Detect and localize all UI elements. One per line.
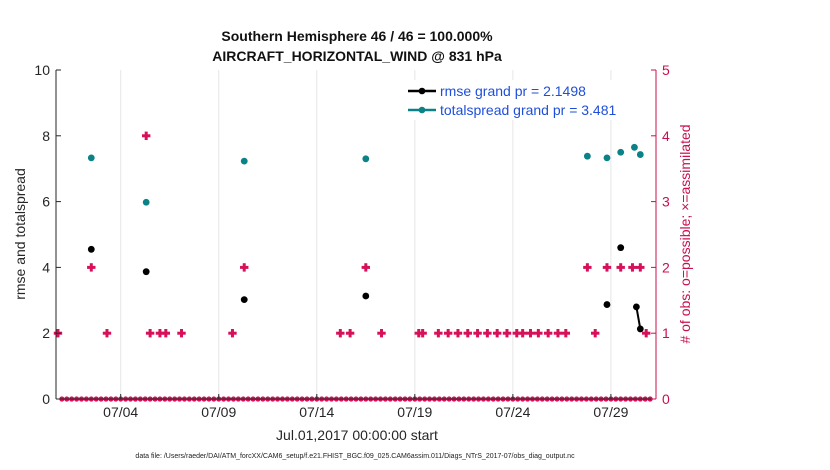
y-tick-label-left: 6 (42, 194, 50, 210)
y-axis-label-right: # of obs: o=possible; ×=assimilated (677, 124, 693, 343)
obs-possible-point (602, 263, 612, 272)
y-tick-label-right: 5 (662, 62, 670, 78)
obs-possible-point (583, 263, 592, 272)
obs-possible-point (492, 329, 502, 338)
obs-possible-point (526, 329, 535, 338)
totalspread-point (617, 148, 625, 156)
legend: rmse grand pr = 2.1498 totalspread grand… (402, 80, 650, 120)
rmse-line (635, 306, 642, 330)
obs-possible-point (434, 329, 443, 338)
rmse-point (142, 268, 150, 276)
rmse-point (87, 245, 95, 253)
obs-possible-point (443, 329, 453, 338)
obs-possible-point (561, 329, 571, 338)
legend-marker-spread (418, 106, 426, 114)
x-tick-label: 07/09 (201, 404, 236, 420)
data-file-footer: data file: /Users/raeder/DAI/ATM_forcXX/… (135, 453, 575, 460)
obs-possible-point (361, 263, 371, 272)
rmse-point (362, 292, 370, 300)
gridlines (120, 70, 612, 399)
obs-possible-point (453, 329, 463, 338)
x-tick-label: 07/04 (103, 404, 138, 420)
obs-possible-point (473, 329, 482, 338)
plot-area (56, 70, 656, 399)
totalspread-point (636, 151, 644, 158)
obs-possible-point (145, 329, 155, 338)
obs-possible-point (591, 329, 600, 338)
y-tick-label-left: 4 (42, 259, 50, 275)
obs-possible-point (543, 329, 553, 338)
totalspread-point (603, 154, 611, 162)
totalspread-point (240, 157, 248, 165)
legend-box (402, 80, 650, 120)
obs-possible-point (177, 329, 186, 338)
rmse-point (636, 325, 644, 333)
x-tick-label: 07/29 (593, 404, 628, 420)
y-tick-label-left: 2 (42, 325, 50, 341)
legend-label-spread: totalspread grand pr = 3.481 (440, 102, 617, 118)
totalspread-point (583, 152, 591, 160)
totalspread-point (87, 154, 95, 162)
y-tick-label-right: 1 (662, 325, 670, 341)
y-tick-label-right: 4 (662, 128, 670, 144)
totalspread-point (631, 143, 638, 151)
x-tick-label: 07/19 (397, 404, 432, 420)
y-tick-label-left: 0 (42, 391, 50, 407)
y-tick-label-left: 10 (34, 62, 50, 78)
chart-title-line2: AIRCRAFT_HORIZONTAL_WIND @ 831 hPa (212, 48, 502, 64)
y-tick-label-right: 3 (662, 194, 670, 210)
x-axis-label: Jul.01,2017 00:00:00 start (276, 427, 438, 443)
rmse-point (603, 301, 611, 308)
obs-possible-point (534, 329, 543, 338)
obs-possible-point (636, 263, 645, 272)
obs-possible-point (336, 329, 345, 338)
obs-possible-point (345, 329, 355, 338)
y-tick-label-left: 8 (42, 128, 50, 144)
obs-possible-point (502, 329, 512, 338)
obs-possible-point (377, 329, 386, 338)
obs-possible-point (553, 329, 563, 338)
obs-possible-point (87, 263, 96, 272)
obs-possible-point (641, 329, 651, 338)
y-axis-label-left: rmse and totalspread (12, 168, 28, 300)
totalspread-point (142, 198, 150, 206)
obs-possible-point (483, 329, 492, 338)
rmse-point (617, 244, 625, 252)
axis-ticks: 07/04 07/09 07/14 07/19 07/24 07/29 0 2 4 6 8 10 0 1 2… (34, 62, 670, 420)
totalspread-point (362, 155, 370, 163)
obs-possible-point (240, 263, 249, 272)
x-tick-label: 07/14 (299, 404, 334, 420)
y-tick-label-right: 2 (662, 259, 670, 275)
legend-label-rmse: rmse grand pr = 2.1498 (440, 83, 586, 99)
y-tick-label-right: 0 (662, 391, 670, 407)
obs-possible-point (628, 263, 637, 272)
obs-possible-point (102, 329, 112, 338)
rmse-point (632, 303, 640, 311)
rmse-point (240, 296, 248, 304)
obs-possible-point (418, 329, 427, 338)
obs-possible-point (463, 329, 472, 338)
x-tick-label: 07/24 (495, 404, 530, 420)
obs-possible-point (228, 329, 237, 338)
obs-possible-point (141, 131, 151, 140)
obs-possible-point (616, 263, 625, 272)
obs-possible-point (518, 329, 527, 338)
chart-title-line1: Southern Hemisphere 46 / 46 = 100.000% (221, 28, 493, 44)
obs-possible-point (161, 329, 171, 338)
legend-marker-rmse (418, 87, 426, 95)
